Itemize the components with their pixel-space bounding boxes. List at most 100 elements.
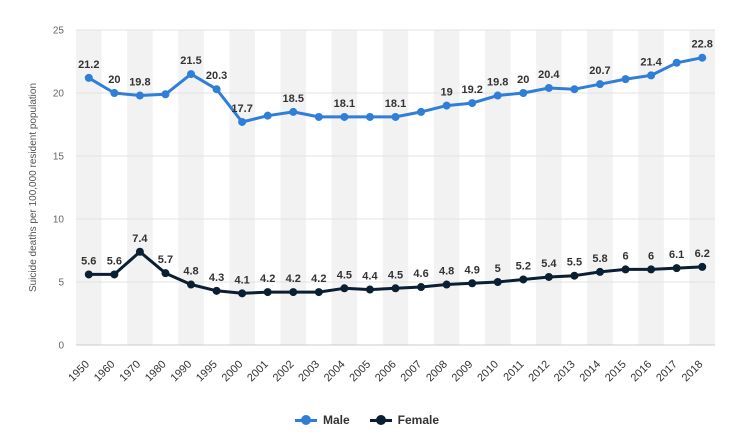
data-point-male	[365, 112, 374, 121]
data-label-male: 20	[517, 74, 529, 86]
data-point-male	[238, 117, 247, 126]
data-label-female: 4.5	[388, 269, 403, 281]
data-label-female: 5.6	[81, 255, 96, 267]
data-point-male	[340, 112, 349, 121]
data-label-male: 20.7	[589, 65, 610, 77]
data-label-male: 21.4	[640, 56, 662, 68]
data-point-female	[212, 286, 221, 295]
data-point-female	[647, 265, 656, 274]
data-point-male	[391, 112, 400, 121]
legend-label-male: Male	[322, 413, 350, 427]
data-point-male	[698, 53, 707, 62]
data-point-female	[391, 284, 400, 293]
x-tick-label: 2007	[399, 358, 425, 384]
data-label-female: 4.2	[311, 273, 326, 285]
data-label-female: 4.8	[183, 266, 198, 278]
data-label-male: 19.2	[461, 84, 482, 96]
data-point-male	[212, 85, 221, 94]
x-tick-label: 2009	[450, 358, 476, 384]
legend-label-female: Female	[397, 413, 440, 427]
x-tick-label: 2004	[322, 358, 348, 384]
column-band	[382, 30, 409, 345]
data-label-female: 4.9	[465, 264, 480, 276]
data-label-female: 6	[622, 250, 628, 262]
column-band	[229, 30, 255, 345]
data-point-male	[519, 89, 528, 97]
data-label-male: 20.3	[206, 70, 227, 82]
data-label-male: 21.5	[180, 55, 201, 67]
data-point-male	[570, 85, 579, 94]
data-point-female	[187, 280, 196, 289]
x-tick-label: 1980	[143, 358, 169, 384]
legend-item-female[interactable]: Female	[369, 413, 440, 427]
legend-item-male[interactable]: Male	[294, 413, 350, 427]
data-label-female: 5.7	[158, 254, 173, 266]
data-point-male	[110, 89, 119, 97]
data-point-female	[340, 284, 349, 293]
data-label-female: 4.1	[234, 274, 249, 286]
x-tick-label: 1970	[117, 358, 143, 384]
legend-swatch-female-icon	[369, 415, 392, 425]
x-tick-label: 2012	[526, 358, 552, 384]
x-tick-label: 1995	[194, 358, 220, 384]
column-band	[331, 30, 358, 345]
x-tick-label: 1950	[66, 358, 92, 384]
data-point-male	[493, 91, 502, 100]
data-point-male	[621, 75, 630, 84]
data-point-male	[314, 112, 323, 121]
data-label-male: 18.1	[385, 98, 406, 110]
column-band	[536, 30, 562, 345]
data-label-female: 6.2	[695, 248, 710, 260]
x-tick-label: 2011	[501, 358, 526, 383]
data-point-female	[595, 267, 604, 276]
y-tick-label: 5	[58, 278, 64, 289]
x-tick-label: 2016	[629, 358, 655, 384]
data-point-female	[238, 289, 247, 298]
data-label-male: 19.8	[129, 77, 150, 89]
data-point-male	[161, 90, 170, 99]
column-band	[638, 30, 664, 345]
x-tick-label: 2018	[680, 358, 706, 384]
y-tick-label: 15	[53, 152, 65, 163]
x-tick-label: 2003	[296, 358, 322, 384]
data-point-male	[442, 101, 451, 110]
x-tick-label: 2000	[220, 358, 246, 384]
data-point-male	[187, 70, 196, 79]
data-point-female	[672, 264, 681, 273]
column-band	[587, 30, 613, 345]
data-point-female	[263, 288, 272, 297]
column-band	[484, 30, 511, 345]
data-point-female	[442, 280, 451, 289]
data-label-female: 4.2	[260, 273, 275, 285]
data-label-male: 19.8	[487, 77, 508, 89]
data-label-male: 17.7	[231, 103, 252, 115]
data-point-female	[135, 247, 144, 256]
x-tick-label: 2008	[424, 358, 450, 384]
data-label-female: 4.4	[362, 271, 378, 283]
data-label-female: 5.6	[107, 255, 122, 267]
data-point-female	[570, 271, 579, 280]
line-chart: 0 5 10 15 20 25 Suicide deaths per 100,000 res…	[28, 26, 715, 384]
data-point-female	[468, 279, 477, 288]
x-tick-label: 2005	[347, 358, 373, 384]
data-label-female: 5.4	[541, 258, 557, 270]
data-point-female	[110, 270, 119, 279]
data-label-female: 4.8	[439, 266, 454, 278]
data-label-male: 19	[440, 87, 452, 99]
y-axis-label: Suicide deaths per 100,000 resident popu…	[28, 83, 39, 292]
data-point-female	[544, 272, 553, 281]
y-tick-label: 0	[58, 341, 64, 352]
data-label-female: 5.8	[592, 253, 607, 265]
data-label-male: 20.4	[538, 69, 560, 81]
data-point-male	[417, 107, 426, 116]
data-label-female: 4.2	[286, 273, 301, 285]
column-band	[689, 30, 715, 345]
data-point-female	[365, 285, 374, 294]
data-point-female	[698, 262, 707, 271]
data-label-male: 20	[108, 74, 120, 86]
data-point-male	[263, 111, 272, 120]
x-tick-label: 2014	[577, 358, 603, 384]
data-point-male	[672, 58, 681, 67]
data-point-female	[417, 283, 426, 292]
data-label-female: 5.5	[567, 257, 582, 269]
